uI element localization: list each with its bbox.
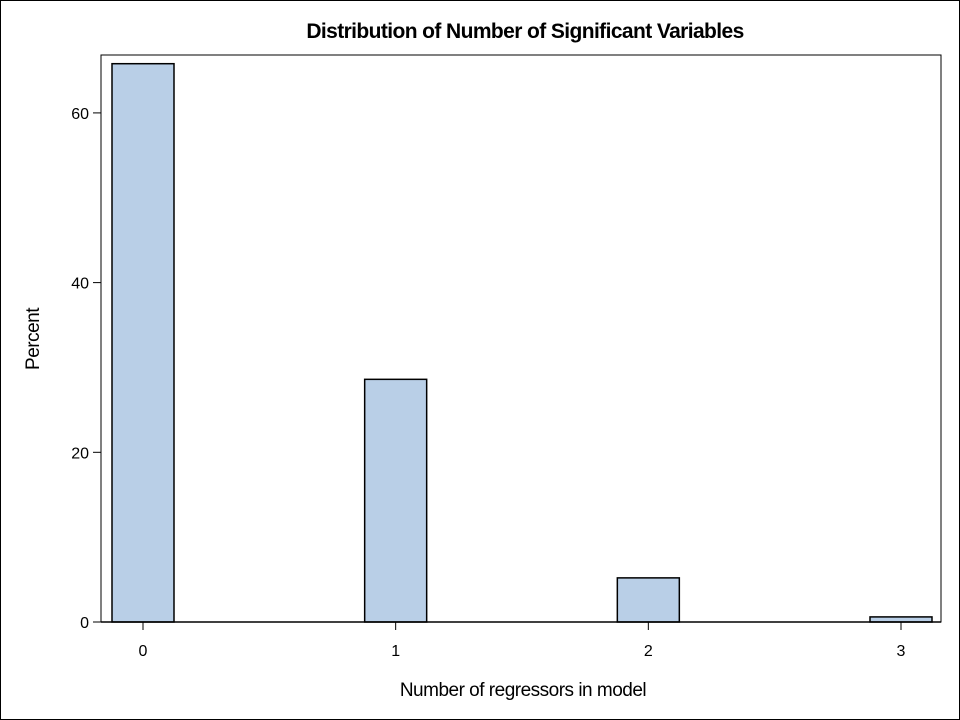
y-tick-label-20: 20 bbox=[71, 445, 89, 462]
x-axis-label: Number of regressors in model bbox=[400, 680, 646, 701]
x-tick-label-0: 0 bbox=[139, 643, 148, 660]
x-tick-label-2: 2 bbox=[644, 643, 653, 660]
y-axis-label: Percent bbox=[23, 307, 44, 370]
x-tick-label-3: 3 bbox=[897, 643, 906, 660]
y-tick-label-40: 40 bbox=[71, 276, 89, 293]
bar-0 bbox=[111, 62, 175, 623]
x-axis: 0 1 2 3 bbox=[139, 622, 906, 660]
bar-3 bbox=[869, 616, 933, 623]
y-axis: 0 20 40 60 bbox=[71, 106, 101, 632]
chart-title: Distribution of Number of Significant Va… bbox=[306, 20, 743, 43]
y-tick-label-60: 60 bbox=[71, 106, 89, 123]
plot-area bbox=[100, 54, 942, 623]
bars-group bbox=[101, 62, 941, 623]
x-tick-label-1: 1 bbox=[391, 643, 400, 660]
bar-2 bbox=[616, 577, 681, 623]
bar-1 bbox=[363, 378, 428, 623]
y-tick-label-0: 0 bbox=[80, 615, 89, 632]
